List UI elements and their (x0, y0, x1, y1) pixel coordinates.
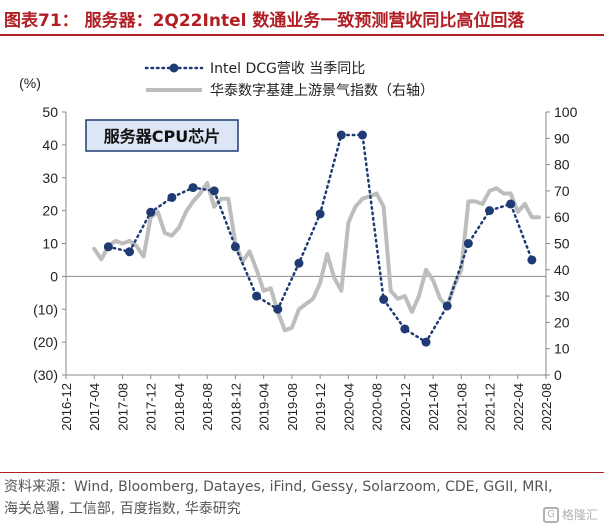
left-tick-label: 0 (50, 268, 58, 284)
line-chart: (30)(20)(10)01020304050(%)01020304050607… (19, 61, 578, 431)
left-tick-label: 30 (42, 170, 58, 186)
left-tick-label: (20) (33, 334, 58, 350)
right-tick-label: 50 (554, 236, 570, 252)
left-axis-label: (%) (19, 75, 41, 91)
dcg-point (273, 304, 283, 314)
x-tick-label: 2021-12 (483, 383, 498, 431)
legend-label-index: 华泰数字基建上游景气指数（右轴） (210, 82, 434, 99)
footer-divider (0, 472, 604, 473)
dcg-point (167, 192, 177, 202)
series-line-dcg (107, 133, 534, 344)
dcg-point (463, 239, 473, 248)
dcg-point (146, 207, 156, 217)
x-tick-label: 2021-08 (454, 383, 469, 431)
dcg-point (230, 242, 240, 252)
dcg-point (506, 199, 516, 209)
annotation-text: 服务器CPU芯片 (104, 127, 220, 146)
right-tick-label: 10 (554, 341, 570, 357)
watermark-logo-icon: G (542, 506, 559, 523)
legend-label-dcg: Intel DCG营收 当季同比 (210, 61, 365, 77)
x-tick-label: 2020-12 (398, 383, 413, 431)
dcg-point (294, 258, 304, 268)
right-tick-label: 0 (554, 367, 562, 383)
dcg-point (485, 206, 495, 216)
x-tick-label: 2022-08 (539, 383, 554, 431)
chart-title: 图表71： 服务器：2Q22Intel 数通业务一致预测营收同比高位回落 (4, 11, 525, 31)
dcg-point (336, 130, 346, 140)
x-tick-label: 2020-08 (370, 383, 385, 431)
title-bar: 图表71： 服务器：2Q22Intel 数通业务一致预测营收同比高位回落 (0, 0, 604, 36)
right-tick-label: 70 (554, 183, 570, 199)
right-tick-label: 90 (554, 130, 570, 146)
dcg-point (400, 324, 410, 334)
x-tick-label: 2016-12 (59, 383, 74, 431)
dcg-point (527, 255, 537, 265)
x-tick-label: 2018-04 (172, 383, 187, 431)
x-tick-label: 2019-04 (257, 383, 272, 431)
right-tick-label: 100 (554, 104, 578, 120)
dcg-point (188, 183, 198, 193)
right-tick-label: 40 (554, 262, 570, 278)
x-tick-label: 2020-04 (341, 383, 356, 431)
left-tick-label: 10 (42, 236, 58, 252)
x-tick-label: 2017-08 (115, 383, 130, 431)
dcg-point (379, 294, 389, 304)
x-tick-label: 2017-04 (87, 383, 102, 431)
right-tick-label: 30 (554, 288, 570, 304)
left-tick-label: 20 (42, 203, 58, 219)
x-tick-label: 2018-12 (228, 383, 243, 431)
dcg-point (125, 247, 135, 257)
annotation-box (85, 119, 239, 152)
x-tick-label: 2019-12 (313, 383, 328, 431)
chart-area: (30) (20) (10) 0 10 20 30 40 50 (%) 0 10 20 30 40 50 60 7… (0, 40, 604, 470)
x-tick-label: 2019-08 (285, 383, 300, 431)
dcg-point (252, 291, 262, 301)
dcg-point (442, 301, 452, 311)
watermark-text: 格隆汇 (561, 508, 598, 522)
dcg-point (103, 242, 113, 252)
x-tick-label: 2021-04 (426, 383, 441, 431)
left-tick-label: (30) (33, 367, 58, 383)
left-tick-label: 50 (42, 104, 58, 120)
x-tick-label: 2022-04 (511, 383, 526, 431)
dcg-point (357, 130, 367, 140)
series-line-index (92, 181, 541, 333)
left-tick-label: (10) (33, 301, 58, 317)
right-tick-label: 80 (554, 157, 570, 173)
dcg-point (209, 186, 219, 196)
x-tick-label: 2018-08 (200, 383, 215, 431)
watermark: G 格隆汇 (542, 506, 598, 523)
x-tick-label: 2017-12 (144, 383, 159, 431)
dcg-point (315, 209, 325, 219)
right-tick-label: 20 (554, 314, 570, 330)
right-tick-label: 60 (554, 209, 570, 225)
legend-marker-dcg (169, 63, 179, 73)
left-tick-label: 40 (42, 137, 58, 153)
dcg-point (421, 337, 431, 347)
source-note: 资料来源：Wind, Bloomberg, Datayes, iFind, Ge… (4, 479, 553, 517)
